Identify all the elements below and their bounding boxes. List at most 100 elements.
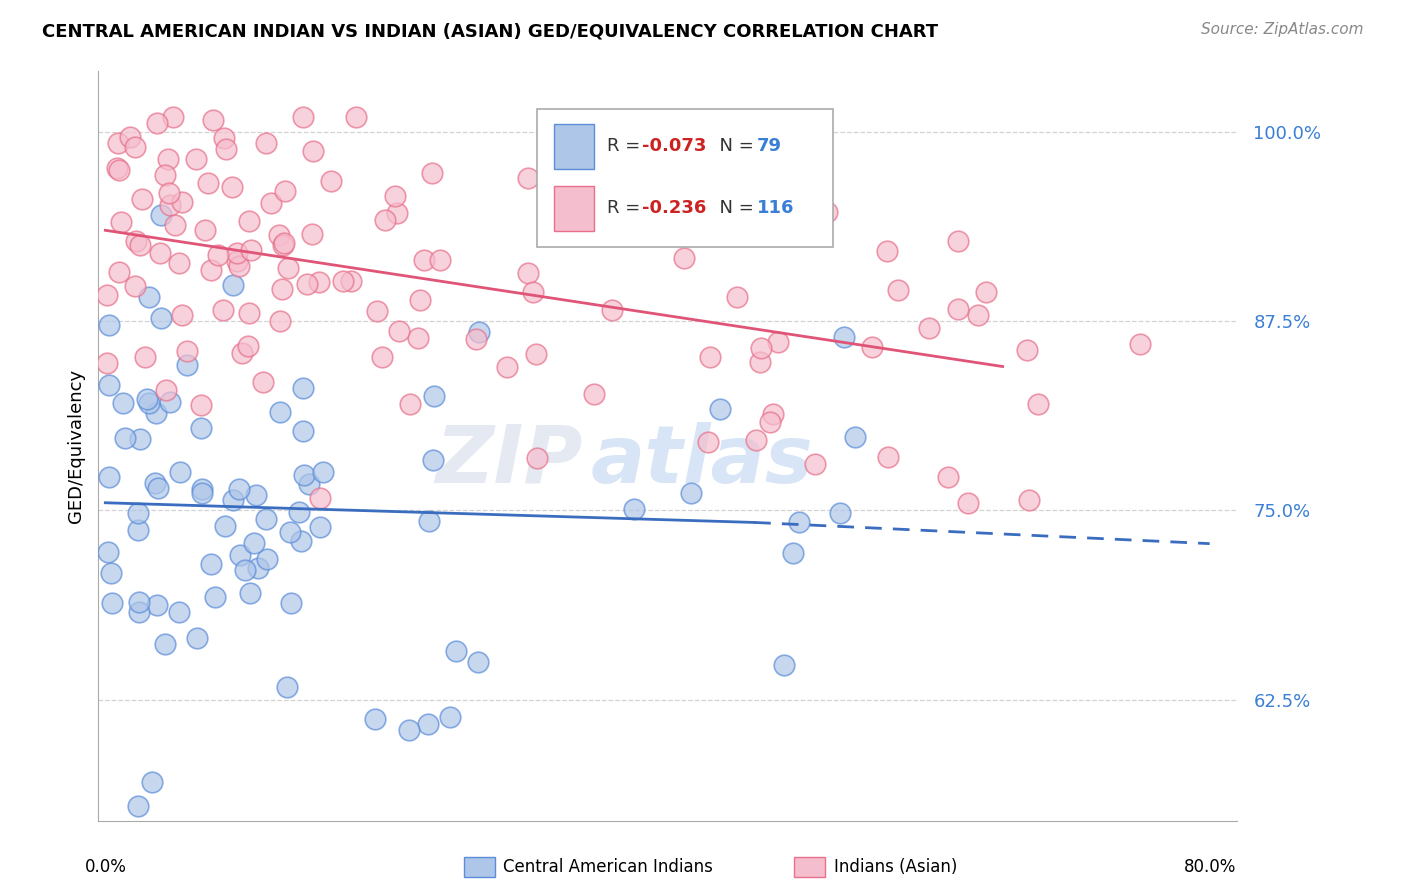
Point [292,424,315,438]
Point [709,401,731,416]
Point [344,110,367,124]
Point [127,506,149,520]
Point [214,519,236,533]
Point [366,304,388,318]
Point [697,435,720,450]
Text: R =: R = [607,136,647,154]
Point [413,252,436,267]
Point [332,274,354,288]
Text: N =: N = [707,199,759,217]
Point [422,453,444,467]
Point [96,356,118,370]
Point [202,113,225,128]
Point [239,586,262,600]
Point [555,186,578,200]
Point [138,396,160,410]
Point [828,507,851,521]
Point [170,194,193,209]
Point [229,548,252,562]
Point [194,222,217,236]
Point [877,450,900,465]
Point [273,238,295,252]
Point [406,331,429,345]
Point [167,605,190,619]
Point [374,213,396,227]
Point [238,306,260,320]
Point [673,252,696,266]
Point [524,347,547,361]
Point [294,467,316,482]
Point [200,262,222,277]
Point [340,274,363,288]
Point [212,130,235,145]
Point [1015,343,1038,357]
Point [155,637,177,651]
Point [128,432,150,446]
Point [215,142,238,156]
FancyBboxPatch shape [537,109,832,247]
Point [302,144,325,158]
Point [398,723,420,737]
Point [465,332,488,346]
Point [312,466,335,480]
Point [298,476,321,491]
Point [134,351,156,365]
Point [745,434,768,448]
Point [946,301,969,316]
Point [967,308,990,322]
Point [254,512,277,526]
Text: -0.236: -0.236 [641,199,706,217]
Point [269,313,291,327]
Point [319,174,342,188]
Point [114,431,136,445]
Point [228,259,250,273]
Point [149,245,172,260]
Point [1026,397,1049,411]
Point [271,282,294,296]
Point [128,238,150,252]
Point [149,208,172,222]
Point [548,195,571,210]
Point [301,227,323,241]
Point [226,254,249,268]
Point [128,605,150,619]
Point [887,283,910,297]
Point [956,496,979,510]
Point [936,469,959,483]
Point [418,515,440,529]
Point [197,176,219,190]
Point [238,339,260,353]
Text: CENTRAL AMERICAN INDIAN VS INDIAN (ASIAN) GED/EQUIVALENCY CORRELATION CHART: CENTRAL AMERICAN INDIAN VS INDIAN (ASIAN… [42,22,938,40]
Text: R =: R = [607,199,647,217]
Point [108,163,131,178]
Point [190,398,212,412]
Text: atlas: atlas [591,422,814,500]
Point [256,551,278,566]
Point [146,481,169,495]
Point [145,475,167,490]
Point [583,387,606,401]
Point [186,631,208,645]
Point [645,223,668,237]
Point [238,214,260,228]
Point [254,136,277,150]
Point [111,395,134,409]
Point [243,536,266,550]
Point [782,546,804,560]
Point [699,350,721,364]
Point [409,293,432,308]
Point [749,341,772,355]
Point [105,161,128,176]
Point [169,465,191,479]
Point [292,381,315,395]
Point [157,186,180,200]
Point [766,335,789,350]
Point [128,595,150,609]
Point [212,303,235,318]
Point [127,798,149,813]
Point [191,485,214,500]
Point [276,680,298,694]
Point [803,457,825,471]
Point [815,205,838,219]
Point [759,415,782,429]
